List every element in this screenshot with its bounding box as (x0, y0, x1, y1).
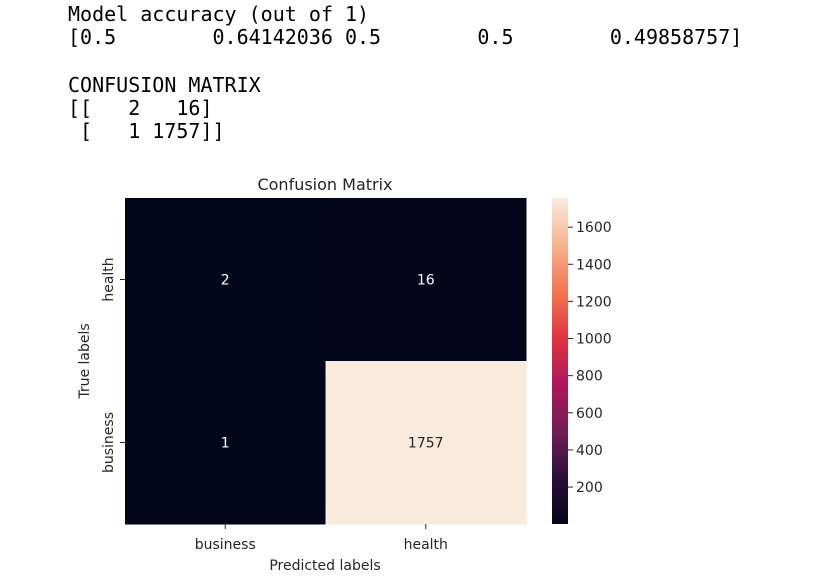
y-axis-ticks: health business (101, 257, 125, 473)
cell-value-label: 16 (417, 273, 435, 289)
colorbar-tick-label: 1200 (576, 294, 612, 310)
heatmap-cell (325, 198, 527, 362)
cell-value-label: 2 (221, 273, 230, 289)
colorbar-tick-label: 1400 (576, 257, 612, 273)
confusion-matrix-heading: CONFUSION MATRIX (68, 73, 261, 97)
accuracy-title: Model accuracy (out of 1) (68, 2, 370, 26)
heatmap-cells: 2 16 1 1757 (125, 198, 527, 525)
x-tick-label: health (404, 537, 448, 553)
y-tick-label: health (101, 257, 117, 301)
colorbar-tick-label: 600 (576, 406, 603, 422)
chart-title: Confusion Matrix (257, 175, 392, 194)
cell-value-label: 1 (221, 436, 230, 452)
x-tick-label: business (195, 537, 256, 553)
x-axis-ticks: business health (195, 524, 448, 553)
confusion-matrix-row-1: [ 1 1757]] (68, 119, 225, 143)
colorbar-tick-label: 800 (576, 369, 603, 385)
y-tick-label: business (101, 412, 117, 473)
colorbar-tick-label: 200 (576, 480, 603, 496)
heatmap-cell (125, 198, 326, 362)
cell-value-label: 1757 (408, 436, 444, 452)
heatmap-cell (125, 361, 326, 525)
colorbar-tick-label: 1600 (576, 220, 612, 236)
colorbar-tick-label: 1000 (576, 332, 612, 348)
colorbar-tick-label: 400 (576, 443, 603, 459)
colorbar-ticks: 200 400 600 800 1000 1200 1400 1600 (568, 220, 612, 496)
heatmap-cell (325, 361, 527, 525)
colorbar (552, 198, 568, 524)
x-axis-label: Predicted labels (269, 558, 380, 574)
confusion-matrix-row-0: [[ 2 16] (68, 96, 213, 120)
y-axis-label: True labels (77, 323, 93, 399)
accuracy-values: [0.5 0.64142036 0.5 0.5 0.49858757] (68, 25, 743, 49)
